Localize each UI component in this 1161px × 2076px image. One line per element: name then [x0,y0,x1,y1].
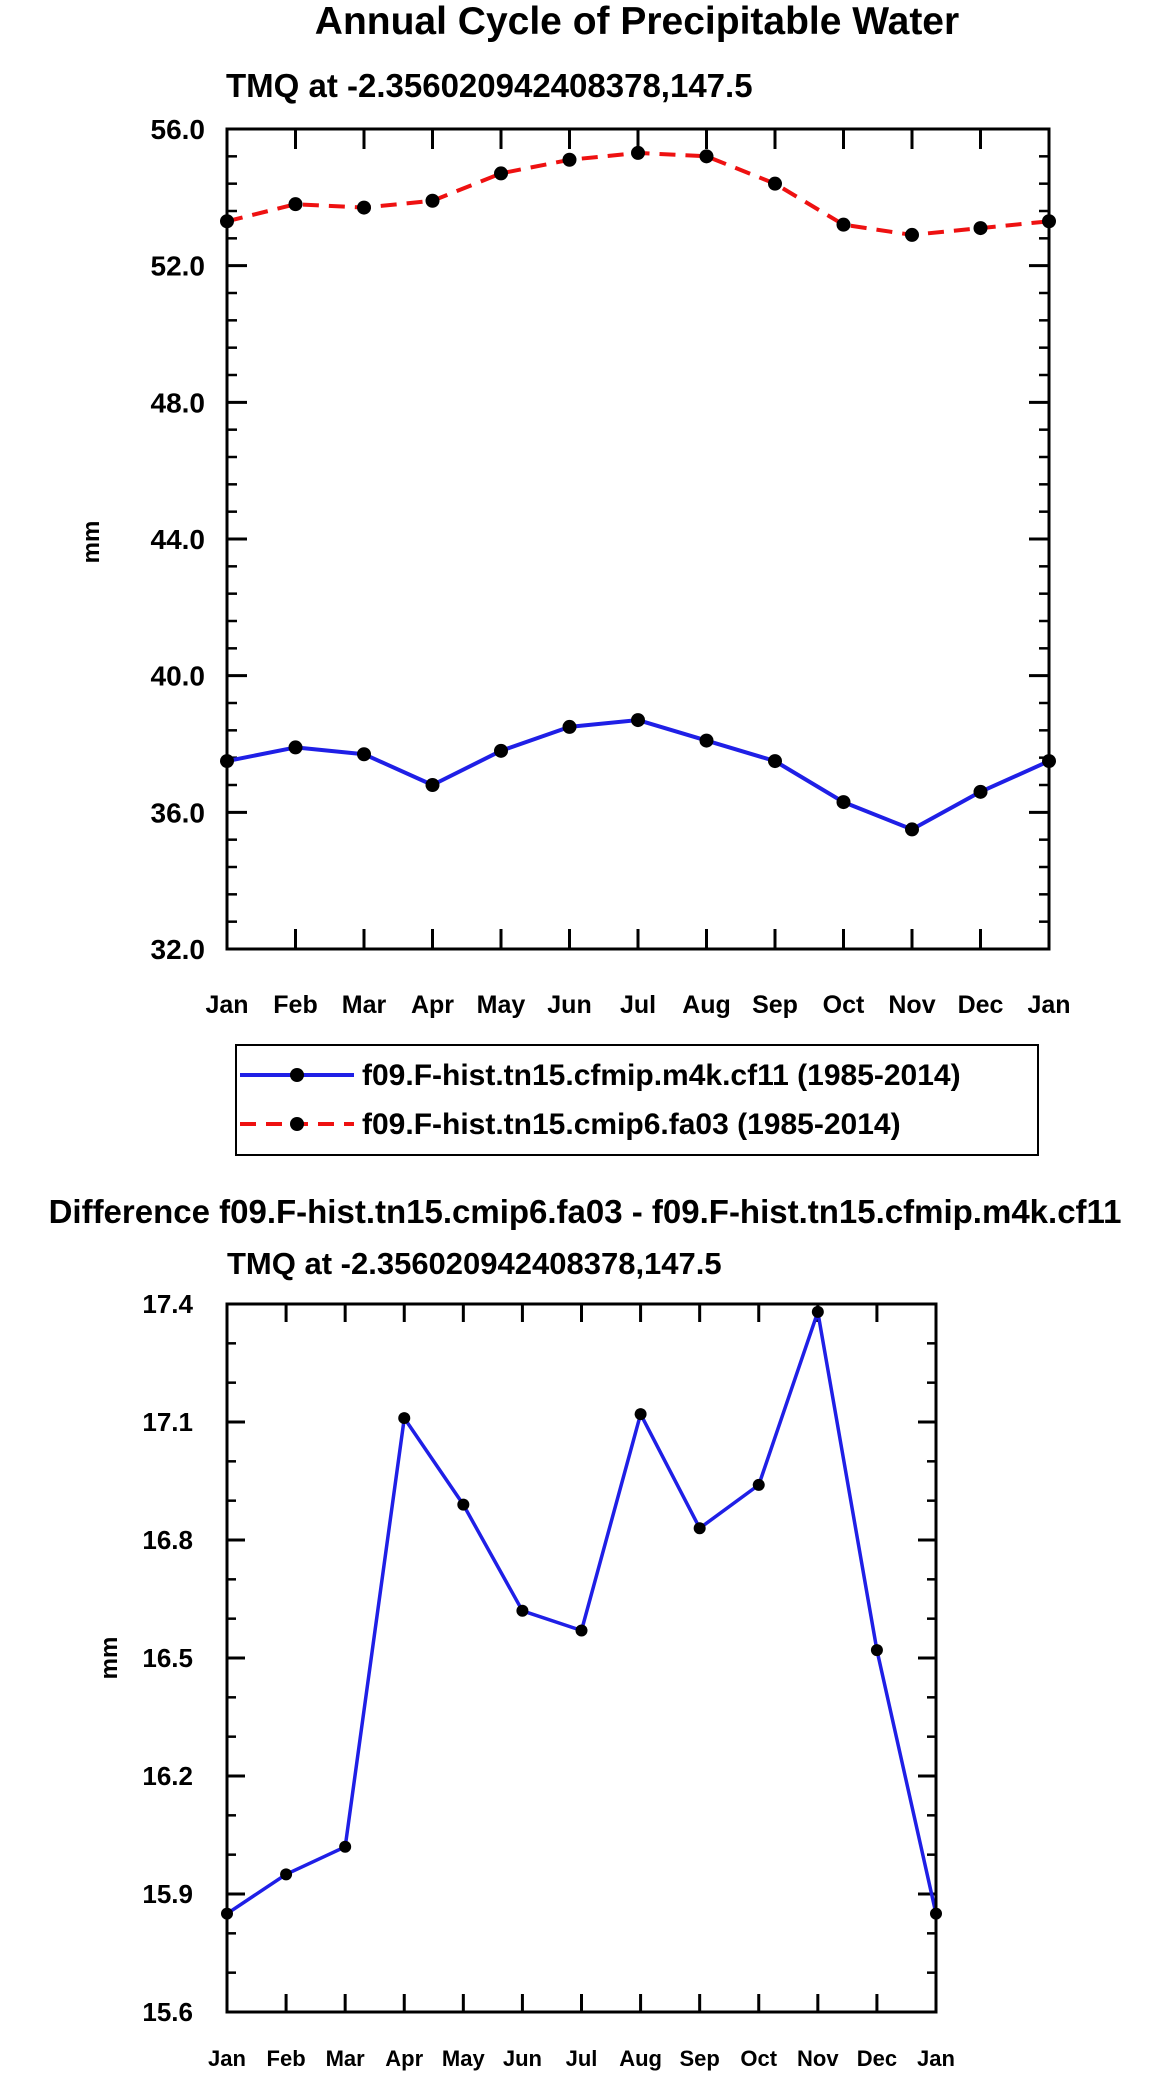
x-tick-label: Jun [503,2046,542,2071]
tick-labels: 32.0 36.0 40.0 44.0 48.0 52.0 56.0 Jan Feb Mar Apr… [151,114,1071,1019]
y-tick-label: 17.1 [142,1407,193,1437]
y-tick-label: 36.0 [151,797,206,828]
chart-subtitle: TMQ at -2.356020942408378,147.5 [226,67,753,104]
x-tick-label: Nov [888,991,935,1019]
x-tick-label: Mar [326,2046,366,2071]
legend: f09.F-hist.tn15.cfmip.m4k.cf11 (1985-201… [235,1044,1039,1156]
y-tick-label: 52.0 [151,251,206,282]
data-point [699,149,714,164]
series-line-1 [226,1310,938,1916]
x-tick-label: Oct [740,2046,777,2071]
chart-title: Difference f09.F-hist.tn15.cmip6.fa03 - … [49,1193,1122,1230]
data-point [634,1408,647,1421]
y-tick-label: 44.0 [151,524,206,555]
x-tick-label: Aug [682,991,731,1019]
x-tick-label: Jan [1027,991,1070,1019]
x-tick-label: Apr [411,991,454,1019]
y-tick-label: 16.8 [142,1525,193,1555]
x-tick-label: Jun [547,991,591,1019]
data-point [768,754,782,769]
series-group [220,145,1056,837]
tick-labels: 15.6 15.9 16.2 16.5 16.8 17.1 17.4 Jan Feb Mar Apr… [142,1289,955,2071]
x-tick-label: Feb [267,2046,306,2071]
data-point [398,1412,411,1425]
data-point [288,740,303,755]
x-tick-label: Dec [857,2046,897,2071]
data-point [357,747,371,762]
data-point [768,176,782,191]
data-point [699,733,714,748]
y-tick-label: 56.0 [151,114,206,145]
x-tick-label: Mar [342,991,387,1019]
data-point [973,784,988,799]
x-tick-label: Dec [958,991,1004,1019]
legend-marker-series-2 [290,1117,304,1131]
data-point [631,713,645,728]
y-tick-label: 32.0 [151,934,206,965]
data-point [905,227,919,242]
data-point [425,193,440,208]
x-tick-label: May [477,991,526,1019]
x-tick-label: Jan [917,2046,955,2071]
data-point [836,795,851,810]
y-tick-label: 17.4 [142,1289,193,1319]
y-tick-label: 40.0 [151,661,206,692]
series-line-1 [226,718,1050,832]
data-point [575,1624,588,1637]
x-tick-label: Jan [205,991,248,1019]
data-point [357,200,371,215]
x-tick-label: Apr [385,2046,423,2071]
y-tick-label: 16.5 [142,1643,193,1673]
chart-title: Annual Cycle of Precipitable Water [315,0,959,43]
data-point [457,1498,470,1511]
x-tick-label: Jul [566,2046,598,2071]
x-tick-label: Jan [208,2046,246,2071]
y-tick-label: 16.2 [142,1761,193,1791]
x-tick-label: Feb [273,991,317,1019]
series-group [221,1305,942,1920]
y-axis-label: mm [78,521,105,564]
chart-subtitle: TMQ at -2.356020942408378,147.5 [227,1246,722,1281]
data-point [905,822,919,837]
data-point [836,217,851,232]
data-point [631,145,645,160]
axis-ticks [225,1302,938,2014]
data-point [494,743,508,758]
data-point [562,152,577,167]
axis-ticks [225,127,1051,951]
data-point [516,1604,529,1617]
legend-marker-series-1 [290,1068,304,1082]
plot-frame [225,1302,938,2014]
data-point [693,1522,706,1535]
data-point [280,1868,293,1881]
chart-difference: Difference f09.F-hist.tn15.cmip6.fa03 - … [49,1193,1122,2071]
legend-box [235,1044,1039,1156]
data-point [562,719,577,734]
legend-label-series-2: f09.F-hist.tn15.cmip6.fa03 (1985-2014) [362,1108,901,1141]
x-tick-label: Sep [679,2046,719,2071]
legend-label-series-1: f09.F-hist.tn15.cfmip.m4k.cf11 (1985-201… [362,1059,961,1092]
data-point [288,197,303,212]
x-tick-label: Sep [752,991,798,1019]
plot-frame [225,127,1051,951]
chart-annual-cycle: Annual Cycle of Precipitable Water TMQ a… [78,0,1071,1156]
data-point [973,221,988,236]
y-axis-label: mm [96,1637,123,1680]
x-tick-label: May [442,2046,486,2071]
y-tick-label: 15.6 [142,1997,193,2027]
data-point [494,166,508,181]
data-point [870,1644,883,1657]
y-tick-label: 48.0 [151,387,206,418]
x-tick-label: Oct [823,991,865,1019]
data-point [752,1478,765,1491]
x-tick-label: Nov [797,2046,839,2071]
data-point [425,778,440,792]
data-point [811,1305,824,1318]
y-tick-label: 15.9 [142,1879,193,1909]
x-tick-label: Jul [620,991,656,1019]
series-line-2 [226,150,1050,237]
x-tick-label: Aug [619,2046,662,2071]
data-point [339,1840,352,1853]
